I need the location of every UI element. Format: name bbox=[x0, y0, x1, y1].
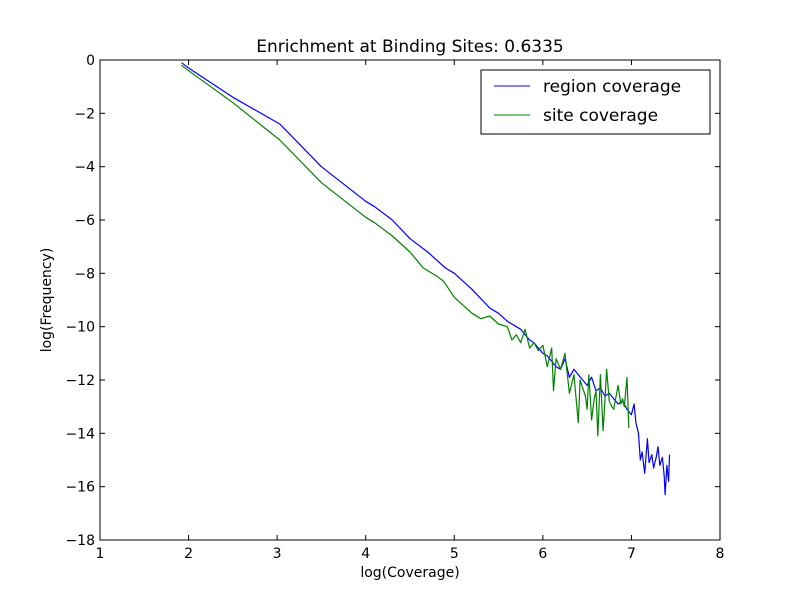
x-tick-label: 6 bbox=[538, 546, 547, 562]
x-tick-label: 2 bbox=[184, 546, 193, 562]
x-tick-label: 3 bbox=[273, 546, 282, 562]
x-tick-label: 8 bbox=[716, 546, 725, 562]
y-axis-label: log(Frequency) bbox=[39, 248, 55, 353]
legend-box bbox=[480, 69, 711, 135]
y-tick-label: −18 bbox=[65, 533, 95, 549]
x-tick-label: 1 bbox=[96, 546, 105, 562]
y-tick-label: −2 bbox=[74, 106, 95, 122]
y-tick-label: 0 bbox=[86, 53, 95, 69]
y-tick-label: −14 bbox=[65, 426, 95, 442]
legend: region coverage site coverage bbox=[480, 69, 711, 135]
y-axis: 0 −2 −4 −6 −8 −10 −12 −14 −16 −18 bbox=[65, 53, 720, 549]
x-axis: 1 2 3 4 5 6 7 8 bbox=[96, 60, 725, 562]
y-tick-label: −12 bbox=[65, 373, 95, 389]
y-tick-label: −4 bbox=[74, 160, 95, 176]
legend-label-site-coverage: site coverage bbox=[543, 106, 658, 126]
chart-title: Enrichment at Binding Sites: 0.6335 bbox=[256, 37, 563, 57]
y-tick-label: −6 bbox=[74, 213, 95, 229]
y-tick-label: −10 bbox=[65, 320, 95, 336]
y-tick-label: −16 bbox=[65, 480, 95, 496]
series-layer bbox=[181, 62, 671, 496]
plot-frame bbox=[99, 59, 721, 541]
x-tick-label: 5 bbox=[450, 546, 459, 562]
x-tick-label: 7 bbox=[627, 546, 636, 562]
series-line-region-coverage bbox=[181, 62, 671, 496]
x-axis-label: log(Coverage) bbox=[360, 565, 459, 581]
legend-label-region-coverage: region coverage bbox=[543, 77, 681, 97]
y-tick-label: −8 bbox=[74, 266, 95, 282]
x-tick-label: 4 bbox=[361, 546, 370, 562]
series-line-site-coverage bbox=[181, 64, 630, 437]
